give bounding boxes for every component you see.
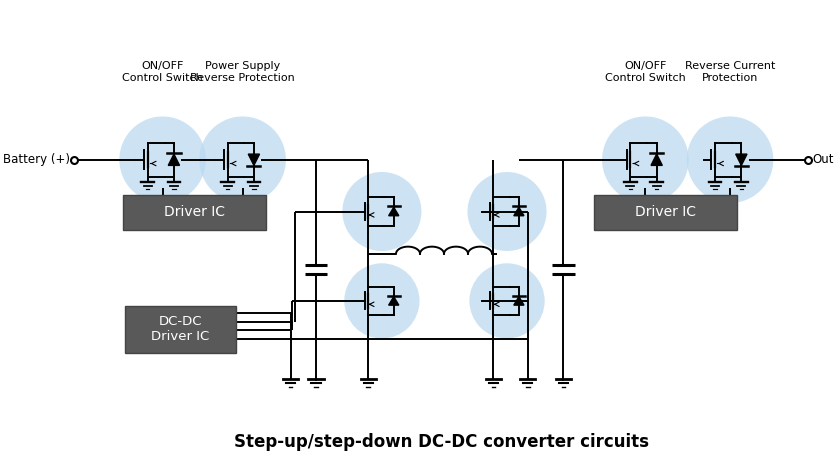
Polygon shape [735,154,746,165]
Polygon shape [513,207,523,216]
Text: Reverse Current
Protection: Reverse Current Protection [684,61,774,82]
Text: Power Supply
Reverse Protection: Power Supply Reverse Protection [190,61,294,82]
Text: Step-up/step-down DC-DC converter circuits: Step-up/step-down DC-DC converter circui… [233,433,648,451]
FancyBboxPatch shape [125,306,236,353]
Polygon shape [388,297,398,305]
Polygon shape [388,207,398,216]
Text: Driver IC: Driver IC [164,205,225,219]
Circle shape [469,263,544,339]
Circle shape [120,116,206,203]
Circle shape [601,116,688,203]
Circle shape [686,116,772,203]
Circle shape [467,172,546,251]
Text: Battery (+): Battery (+) [3,153,70,166]
Text: DC-DC
Driver IC: DC-DC Driver IC [151,315,209,343]
Text: Driver IC: Driver IC [634,205,695,219]
Circle shape [344,263,419,339]
Text: ON/OFF
Control Switch: ON/OFF Control Switch [604,61,685,82]
Polygon shape [513,297,523,305]
Circle shape [199,116,286,203]
FancyBboxPatch shape [123,195,266,230]
Polygon shape [248,154,259,165]
Polygon shape [650,154,661,165]
Text: ON/OFF
Control Switch: ON/OFF Control Switch [122,61,203,82]
Circle shape [342,172,421,251]
Text: Out: Out [811,153,833,166]
Polygon shape [168,154,180,165]
FancyBboxPatch shape [593,195,736,230]
